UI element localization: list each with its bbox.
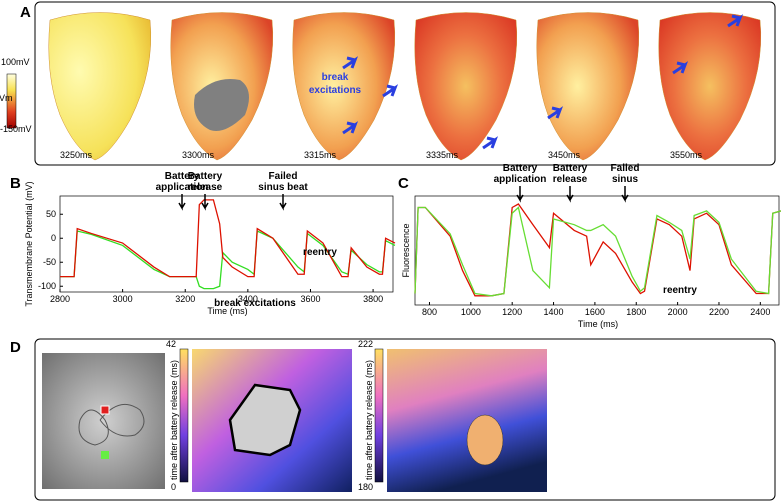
colorbar-label: 100mV	[1, 57, 30, 67]
annotation-arrow	[621, 186, 629, 203]
heart	[658, 12, 762, 161]
series-line	[60, 199, 396, 278]
annotation: Failed	[611, 163, 640, 174]
arrow	[382, 84, 399, 98]
colorbar-label: time after battery release (ms)	[169, 360, 179, 480]
annotation: Battery	[165, 171, 200, 182]
panel-label: C	[398, 175, 409, 192]
x-tick-label: 1400	[544, 307, 564, 317]
y-axis-label: Transmembrane Potential (mV)	[24, 181, 34, 306]
annotation: sinus	[612, 174, 639, 185]
colorbar	[179, 348, 189, 483]
photo	[42, 353, 165, 489]
series-line	[414, 206, 781, 297]
annotation: Battery	[553, 163, 588, 174]
x-tick-label: 800	[422, 307, 437, 317]
annotation: Battery	[503, 163, 538, 174]
time-label: 3300ms	[182, 150, 215, 160]
heart	[292, 12, 396, 161]
x-tick-label: 1800	[626, 307, 646, 317]
x-tick-label: 3600	[300, 294, 320, 304]
colorbar-tick: 222	[358, 339, 373, 349]
plot-frame	[59, 195, 394, 293]
colorbar-tick: 180	[358, 482, 373, 492]
heart-images: 3250ms 3300ms 3315ms 3335ms 3450ms 3550ms	[48, 12, 762, 161]
panel-label: D	[10, 339, 21, 356]
annotation: application	[494, 174, 547, 185]
x-tick-label: 2200	[709, 307, 729, 317]
time-label: 3250ms	[60, 150, 93, 160]
arrow	[672, 61, 689, 75]
x-tick-label: 2000	[668, 307, 688, 317]
time-label: 3335ms	[426, 150, 459, 160]
colorbar	[6, 73, 17, 129]
colorbar	[374, 348, 384, 483]
x-tick-label: 1200	[502, 307, 522, 317]
panel-d-frame	[34, 338, 776, 501]
annotation: release	[553, 174, 588, 185]
x-tick-label: 1600	[585, 307, 605, 317]
heart	[48, 12, 152, 161]
panel-a-frame	[34, 1, 776, 166]
annotation-arrow	[178, 194, 186, 211]
photo-detail	[78, 403, 145, 446]
annotation-arrow	[516, 186, 524, 203]
series-line	[414, 203, 781, 297]
panel-d-images	[42, 348, 547, 492]
time-label: 3450ms	[548, 150, 581, 160]
annotation-arrow	[279, 194, 287, 211]
x-axis-label: Time (ms)	[207, 306, 247, 316]
plot-frame	[414, 195, 780, 306]
annotation: excitations	[309, 85, 362, 96]
annotation: break excitations	[214, 298, 296, 309]
arrow	[342, 56, 359, 70]
annotation: break	[322, 72, 349, 83]
map-region	[466, 414, 504, 466]
y-tick-label: -100	[38, 281, 56, 291]
arrow	[727, 14, 744, 28]
y-axis-label: Fluorescence	[401, 223, 411, 277]
annotation: application	[156, 182, 209, 193]
red-marker	[100, 405, 110, 415]
annotation-arrow	[201, 194, 209, 211]
time-label: 3550ms	[670, 150, 703, 160]
x-tick-label: 2400	[750, 307, 770, 317]
arrow	[547, 106, 564, 120]
gray-region	[194, 79, 249, 131]
x-tick-label: 3800	[363, 294, 383, 304]
x-axis-label: Time (ms)	[578, 319, 618, 329]
annotation: release	[188, 182, 223, 193]
heart	[536, 12, 640, 161]
annotation: Battery	[188, 171, 223, 182]
x-tick-label: 2800	[50, 294, 70, 304]
x-tick-label: 3400	[238, 294, 258, 304]
annotation: reentry	[303, 247, 337, 258]
panel-label: A	[20, 4, 31, 21]
x-tick-label: 3200	[175, 294, 195, 304]
arrow	[482, 136, 499, 150]
annotation: Failed	[269, 171, 298, 182]
panel-label: B	[10, 175, 21, 192]
arrow	[342, 121, 359, 135]
unexcited-region	[228, 383, 302, 457]
colorbar-label: time after battery release (ms)	[364, 360, 374, 480]
y-tick-label: -50	[43, 257, 56, 267]
heart	[414, 12, 518, 161]
y-tick-label: 50	[46, 209, 56, 219]
activation-map	[387, 349, 547, 492]
colorbar-tick: 0	[171, 482, 176, 492]
annotation-arrow	[566, 186, 574, 203]
x-tick-label: 3000	[113, 294, 133, 304]
green-marker	[101, 451, 109, 459]
colorbar-label: Vm	[0, 93, 13, 103]
annotation: reentry	[663, 285, 697, 296]
x-tick-label: 1000	[461, 307, 481, 317]
annotation: sinus beat	[258, 182, 308, 193]
y-tick-label: 0	[51, 233, 56, 243]
colorbar-tick: 42	[166, 339, 176, 349]
colorbar-label: -150mV	[0, 124, 32, 134]
time-label: 3315ms	[304, 150, 337, 160]
